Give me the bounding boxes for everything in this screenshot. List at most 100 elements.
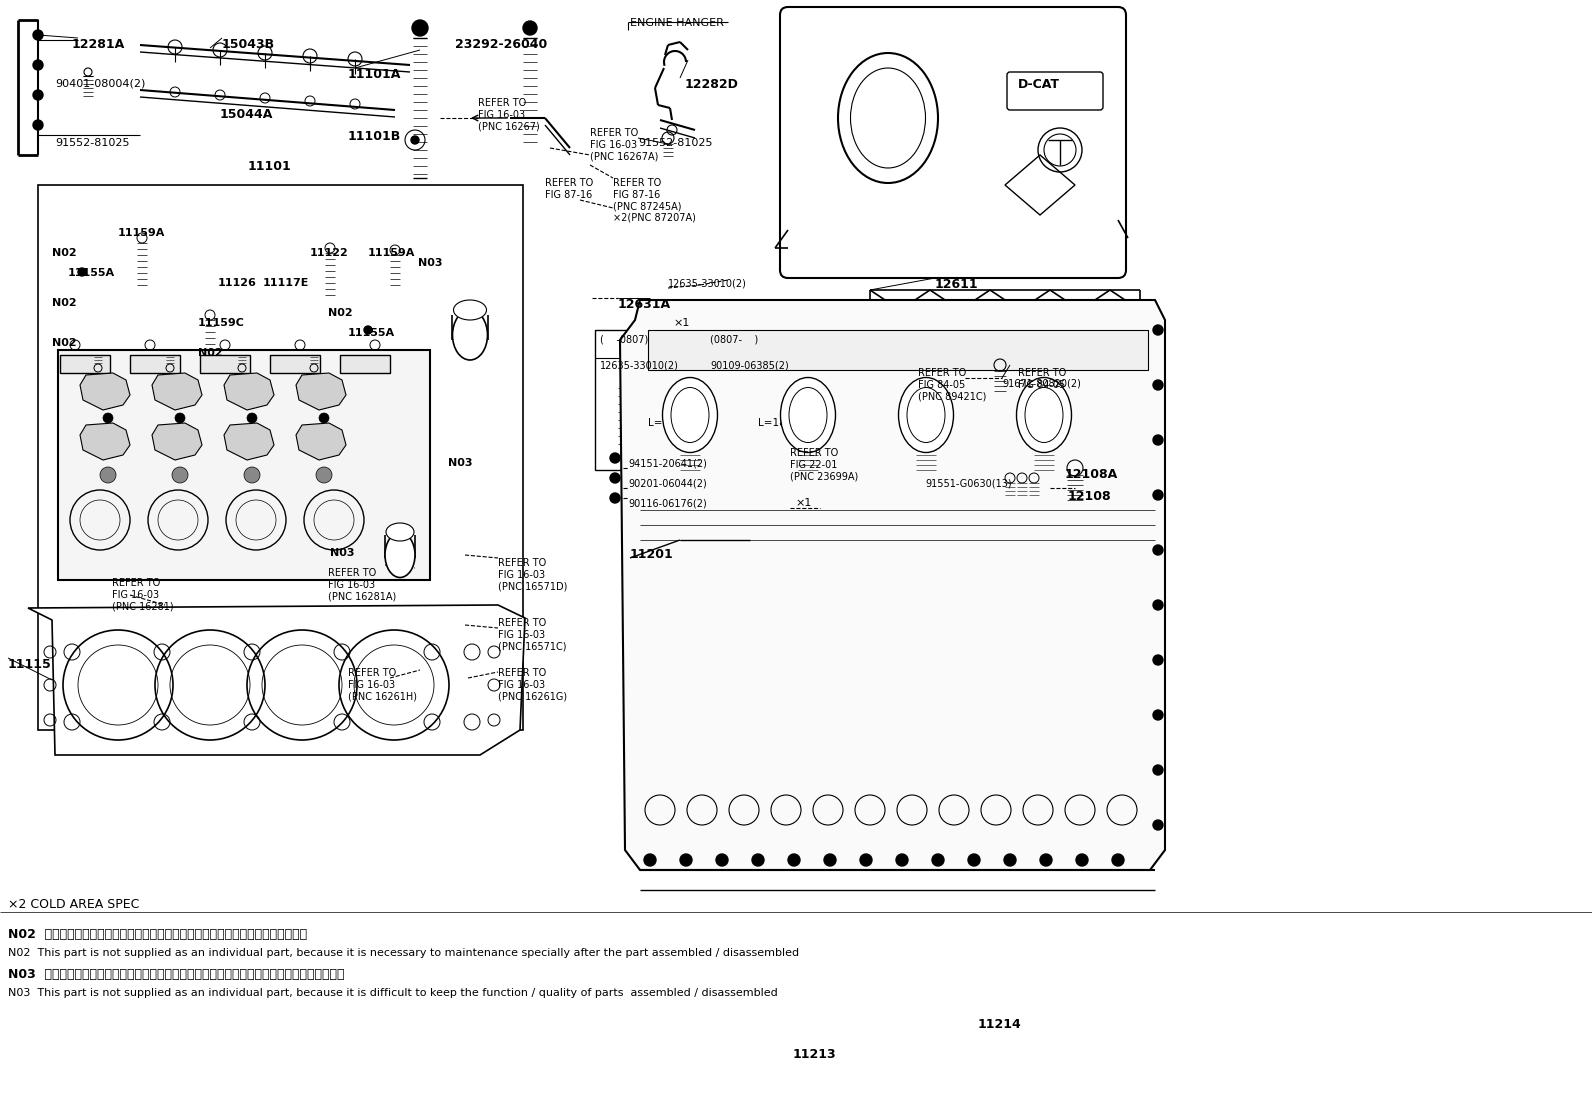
Polygon shape [80,423,131,460]
Circle shape [33,90,43,100]
Circle shape [860,854,872,866]
Polygon shape [29,606,525,755]
Circle shape [610,473,619,482]
Circle shape [103,413,113,423]
Text: N03: N03 [419,258,443,268]
Text: 11101A: 11101A [349,68,401,81]
Circle shape [678,403,702,428]
Text: 12108: 12108 [1068,490,1111,503]
Circle shape [318,413,330,423]
Text: 91671-80820(2): 91671-80820(2) [1001,378,1081,388]
Text: REFER TO
FIG 16-03
(PNC 16571C): REFER TO FIG 16-03 (PNC 16571C) [498,618,567,652]
Text: N02  This part is not supplied as an individual part, because it is necessary to: N02 This part is not supplied as an indi… [8,948,799,958]
Text: 15043B: 15043B [221,38,275,51]
Text: L=16: L=16 [648,418,675,428]
Ellipse shape [1017,377,1071,453]
Circle shape [1153,600,1164,610]
Text: 15044A: 15044A [220,108,274,121]
Circle shape [365,326,373,334]
Ellipse shape [1025,388,1063,443]
Polygon shape [224,423,274,460]
Text: N02: N02 [197,348,223,358]
Text: 11117E: 11117E [263,278,309,288]
Text: 11122: 11122 [310,248,349,258]
Text: 91552-81025: 91552-81025 [56,138,129,148]
Polygon shape [151,423,202,460]
Polygon shape [619,300,1165,870]
Text: 91552-81025: 91552-81025 [638,138,713,148]
Polygon shape [80,373,131,410]
Circle shape [100,467,116,482]
Polygon shape [151,373,202,410]
Ellipse shape [385,533,416,577]
Ellipse shape [790,388,826,443]
Circle shape [1153,765,1164,775]
Text: N02  この部品は、組付け後の特殊な加工が必要なため、単品では補給していません: N02 この部品は、組付け後の特殊な加工が必要なため、単品では補給していません [8,928,307,941]
Text: 11213: 11213 [793,1048,837,1061]
Circle shape [825,854,836,866]
FancyBboxPatch shape [1008,73,1103,110]
Text: N02: N02 [53,248,76,258]
Bar [60,355,110,373]
Text: 12611: 12611 [935,278,979,291]
Text: ×1: ×1 [794,498,812,508]
Text: 11115: 11115 [8,658,53,671]
Ellipse shape [780,377,836,453]
Circle shape [610,493,619,503]
Circle shape [33,120,43,130]
Text: N03  この部品は、分解・組付け後の性能・品質確保が困難なため、単品では補給していません: N03 この部品は、分解・組付け後の性能・品質確保が困難なため、単品では補給して… [8,968,344,981]
Polygon shape [57,349,430,580]
Circle shape [1111,854,1124,866]
Circle shape [716,854,728,866]
Ellipse shape [898,377,954,453]
Text: N03: N03 [330,548,355,558]
Text: 11159A: 11159A [368,248,416,258]
Circle shape [175,413,185,423]
Circle shape [1076,854,1087,866]
Bar [595,330,815,470]
Circle shape [788,854,801,866]
Circle shape [1040,854,1052,866]
Text: ×1: ×1 [673,318,689,328]
Circle shape [412,20,428,36]
Text: REFER TO
FIG 16-03
(PNC 16261G): REFER TO FIG 16-03 (PNC 16261G) [498,668,567,701]
Text: 12635-33010(2): 12635-33010(2) [600,360,678,370]
Circle shape [968,854,981,866]
Text: 11159A: 11159A [118,227,166,238]
Text: 12282D: 12282D [685,78,739,91]
Text: REFER TO
FIG 84-05
(PNC 89421C): REFER TO FIG 84-05 (PNC 89421C) [919,368,987,401]
Circle shape [1005,854,1016,866]
Text: ×2 COLD AREA SPEC: ×2 COLD AREA SPEC [8,898,140,911]
Text: REFER TO
FIG 16-03
(PNC 16281A): REFER TO FIG 16-03 (PNC 16281A) [328,568,396,601]
Circle shape [796,403,820,428]
Bar [341,355,390,373]
Text: 12281A: 12281A [72,38,126,51]
Circle shape [33,30,43,40]
Text: 12108A: 12108A [1065,468,1118,481]
Ellipse shape [662,377,718,453]
Text: 11101B: 11101B [349,130,401,143]
Text: 12631A: 12631A [618,298,672,311]
Text: REFER TO
FIG 16-03
(PNC 16281): REFER TO FIG 16-03 (PNC 16281) [111,578,174,611]
Bar [201,355,250,373]
Text: 11101: 11101 [248,160,291,173]
Text: REFER TO
FIG 84-05: REFER TO FIG 84-05 [1017,368,1067,390]
Text: 11159C: 11159C [197,318,245,328]
Circle shape [1153,545,1164,555]
Ellipse shape [454,300,487,320]
Text: REFER TO
FIG 16-03
(PNC 16261H): REFER TO FIG 16-03 (PNC 16261H) [349,668,417,701]
Ellipse shape [850,68,925,168]
Circle shape [751,854,764,866]
Text: 91551-G0630(13): 91551-G0630(13) [925,478,1011,488]
Text: REFER TO
FIG 16-03
(PNC 16267A): REFER TO FIG 16-03 (PNC 16267A) [591,127,659,162]
Text: N02: N02 [53,338,76,348]
Text: ENGINE HANGER: ENGINE HANGER [630,18,724,27]
Circle shape [524,21,537,35]
Ellipse shape [837,53,938,184]
Text: 94151-20641(2): 94151-20641(2) [627,458,707,468]
Circle shape [896,854,907,866]
Text: 11201: 11201 [630,548,673,560]
Text: 11214: 11214 [977,1018,1022,1031]
Text: 12635-33010(2): 12635-33010(2) [669,278,747,288]
Bar [271,355,320,373]
